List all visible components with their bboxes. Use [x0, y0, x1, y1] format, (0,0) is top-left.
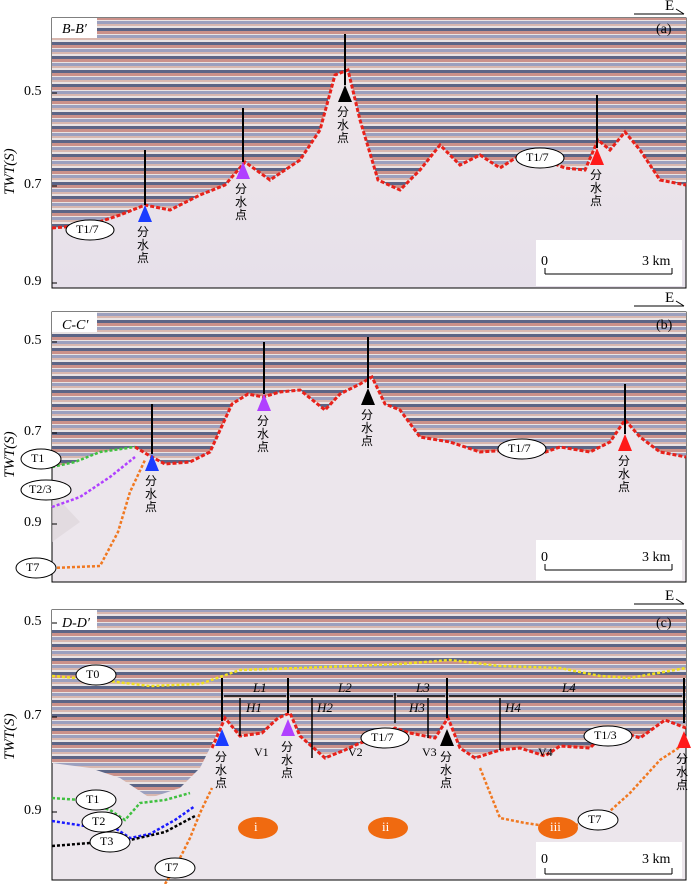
panel-a-divide-label-2: 分水点: [337, 105, 350, 145]
panel-c: D-D′ (c) E 0.5 0.7 0.9 TWT(S) T0 T1 T2 T…: [0, 588, 700, 884]
panel-b-divide-label-1: 分水点: [257, 414, 270, 454]
panel-a-section-name: B-B′: [62, 22, 87, 37]
seismic-section-c: [51, 598, 691, 884]
panel-a-tick-1: 0.7: [24, 177, 42, 192]
panel-c-horizon-label-3: T3: [100, 834, 114, 848]
panel-c-divide-label-1: 分水点: [281, 740, 294, 780]
panel-b-horizon-label-2: T1/7: [508, 441, 531, 455]
panel-b-direction: E: [665, 290, 675, 306]
panel-c-direction: E: [665, 588, 675, 604]
panel-c-divide-label-2: 分水点: [440, 750, 453, 790]
panel-c-horizon-label-6: T1/3: [594, 728, 617, 742]
panel-a-tick-2: 0.9: [24, 274, 42, 289]
panel-b: C-C′ (b) E 0.5 0.7 0.9 TWT(S) T1 T2/3 T1…: [0, 290, 700, 588]
panel-c-tick-1: 0.7: [24, 708, 42, 723]
panel-c-y-label: TWT(S): [2, 713, 18, 760]
panel-c-height-h1: H1: [246, 700, 262, 715]
panel-c-zone-ii: ii: [382, 819, 390, 834]
panel-a-letter: (a): [656, 22, 672, 37]
panel-c-horizon-label-0: T0: [86, 667, 100, 681]
panel-b-scale-start: 0: [541, 550, 548, 565]
panel-b-tick-0: 0.5: [24, 333, 42, 348]
panel-c-distance-l1: L1: [253, 680, 267, 695]
panel-b-y-label: TWT(S): [2, 431, 18, 478]
panel-c-horizon-label-2: T2: [92, 814, 106, 828]
panel-c-scale-end: 3 km: [642, 852, 671, 867]
panel-b-section-name: C-C′: [62, 318, 89, 333]
panel-b-letter: (b): [656, 318, 673, 333]
panel-c-horizon-label-1: T1: [86, 792, 100, 806]
panel-a: B-B′ (a) E 0.5 0.7 0.9 TWT(S) T1/7 T1/7 …: [0, 0, 700, 292]
panel-c-height-h3: H3: [409, 700, 425, 715]
panel-b-divide-label-2: 分水点: [361, 408, 374, 448]
panel-c-height-h2: H2: [317, 700, 333, 715]
panel-c-horizon-label-4: T7: [165, 860, 179, 874]
panel-b-horizon-label-1: T2/3: [29, 482, 52, 496]
panel-b-divide-label-3: 分水点: [618, 454, 631, 494]
panel-c-horizon-label-5: T1/7: [371, 730, 394, 744]
panel-c-distance-l4: L4: [562, 680, 576, 695]
panel-b-tick-1: 0.7: [24, 424, 42, 439]
panel-b-tick-2: 0.9: [24, 515, 42, 530]
panel-c-letter: (c): [656, 616, 672, 631]
panel-b-divide-label-0: 分水点: [145, 474, 158, 514]
panel-a-horizon-label-0: T1/7: [76, 222, 99, 236]
panel-c-height-h4: H4: [505, 700, 521, 715]
panel-c-section-name: D-D′: [62, 616, 90, 631]
panel-c-scale-start: 0: [541, 852, 548, 867]
panel-a-direction: E: [665, 0, 675, 14]
panel-a-y-label: TWT(S): [2, 148, 18, 195]
panel-c-valley-v3: V3: [422, 745, 437, 759]
panel-c-valley-v2: V2: [348, 745, 363, 759]
panel-b-horizon-label-3: T7: [26, 560, 40, 574]
panel-a-divide-label-0: 分水点: [137, 225, 150, 265]
panel-c-horizon-label-7: T7: [588, 812, 602, 826]
panel-a-horizon-label-1: T1/7: [526, 150, 549, 164]
panel-c-tick-0: 0.5: [24, 614, 42, 629]
panel-c-zone-i: i: [254, 819, 258, 834]
panel-c-divide-label-0: 分水点: [215, 750, 228, 790]
panel-b-scale-end: 3 km: [642, 550, 671, 565]
panel-a-divide-label-1: 分水点: [235, 182, 248, 222]
seismic-section-a: [51, 8, 687, 289]
panel-c-zone-iii: iii: [550, 819, 561, 834]
panel-c-valley-v1: V1: [254, 745, 269, 759]
panel-a-divide-label-3: 分水点: [590, 168, 603, 208]
panel-c-divide-label-3: 分水点: [676, 752, 689, 792]
panel-a-scale-start: 0: [541, 254, 548, 269]
seismic-section-b: [15, 300, 687, 583]
panel-c-distance-l2: L2: [338, 680, 352, 695]
panel-c-valley-v4: V4: [538, 745, 553, 759]
panel-a-scale-end: 3 km: [642, 254, 671, 269]
panel-c-distance-l3: L3: [416, 680, 430, 695]
panel-b-horizon-label-0: T1: [31, 451, 45, 465]
panel-c-tick-2: 0.9: [24, 803, 42, 818]
panel-a-tick-0: 0.5: [24, 84, 42, 99]
